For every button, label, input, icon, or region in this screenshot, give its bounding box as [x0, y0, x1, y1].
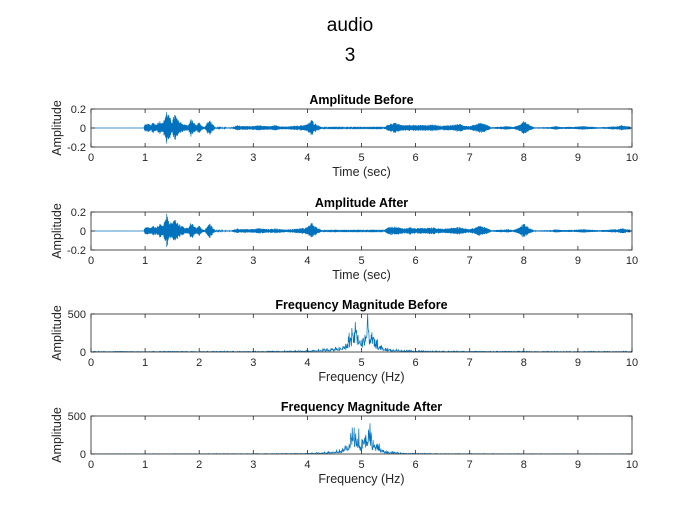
x-tick-label: 6: [413, 255, 419, 267]
x-tick-label: 1: [142, 459, 148, 471]
x-tick-label: 5: [358, 459, 364, 471]
x-tick-label: 1: [142, 357, 148, 369]
y-tick-label: 0: [80, 449, 86, 461]
x-tick-label: 2: [196, 357, 202, 369]
x-tick-label: 3: [250, 459, 256, 471]
x-tick-label: 5: [358, 357, 364, 369]
x-axis-label: Frequency (Hz): [318, 472, 404, 486]
x-tick-label: 2: [196, 152, 202, 164]
x-tick-label: 0: [88, 459, 94, 471]
y-axis-label: Amplitude: [50, 203, 64, 259]
x-tick-label: 8: [521, 357, 527, 369]
x-tick-label: 9: [575, 459, 581, 471]
x-tick-label: 4: [304, 152, 310, 164]
x-tick-label: 6: [413, 152, 419, 164]
subplot-title: Frequency Magnitude After: [281, 400, 442, 414]
y-tick-label: -0.2: [67, 142, 86, 154]
y-tick-label: 500: [68, 411, 86, 423]
subplot-title: Frequency Magnitude Before: [275, 298, 447, 312]
x-tick-label: 9: [575, 255, 581, 267]
x-tick-label: 0: [88, 255, 94, 267]
x-tick-label: 1: [142, 255, 148, 267]
x-tick-label: 3: [250, 255, 256, 267]
subplot-3: 0 1 2 3 4 5 6 7 8 9 10 500 0 Frequency Magnitude Befo…: [50, 298, 638, 384]
series-line: [91, 213, 632, 248]
subplot-title: Amplitude After: [315, 196, 408, 210]
x-tick-label: 2: [196, 459, 202, 471]
x-tick-label: 9: [575, 357, 581, 369]
x-tick-label: 5: [358, 152, 364, 164]
x-tick-label: 7: [467, 152, 473, 164]
x-tick-label: 4: [304, 357, 310, 369]
x-tick-label: 4: [304, 459, 310, 471]
x-tick-label: 4: [304, 255, 310, 267]
x-axis-label: Time (sec): [332, 268, 391, 282]
x-tick-label: 6: [413, 357, 419, 369]
figure-title-line-1: audio: [327, 15, 374, 36]
x-tick-label: 2: [196, 255, 202, 267]
y-tick-label: 0: [80, 347, 86, 359]
subplot-title: Amplitude Before: [309, 93, 413, 107]
figure-title-line-2: 3: [345, 45, 356, 66]
y-tick-label: -0.2: [67, 245, 86, 257]
x-tick-label: 10: [626, 255, 638, 267]
x-tick-label: 6: [413, 459, 419, 471]
subplot-4: 0 1 2 3 4 5 6 7 8 9 10 500 0 Frequency Magnitude Afte…: [50, 400, 638, 486]
x-tick-label: 7: [467, 255, 473, 267]
x-tick-label: 7: [467, 459, 473, 471]
x-tick-label: 8: [521, 255, 527, 267]
x-tick-label: 5: [358, 255, 364, 267]
x-tick-label: 8: [521, 152, 527, 164]
x-axis-label: Time (sec): [332, 165, 391, 179]
series-line: [91, 111, 632, 144]
y-axis-label: Amplitude: [50, 305, 64, 361]
x-tick-label: 0: [88, 357, 94, 369]
y-axis-label: Amplitude: [50, 100, 64, 156]
x-tick-label: 8: [521, 459, 527, 471]
y-tick-label: 0: [80, 123, 86, 135]
y-axis-label: Amplitude: [50, 407, 64, 463]
x-axis-label: Frequency (Hz): [318, 370, 404, 384]
x-tick-label: 10: [626, 459, 638, 471]
x-tick-label: 10: [626, 357, 638, 369]
y-tick-label: 0.2: [71, 207, 86, 219]
x-tick-label: 3: [250, 357, 256, 369]
x-tick-label: 0: [88, 152, 94, 164]
x-tick-label: 7: [467, 357, 473, 369]
y-tick-label: 0: [80, 226, 86, 238]
x-tick-label: 3: [250, 152, 256, 164]
x-tick-label: 10: [626, 152, 638, 164]
y-tick-label: 500: [68, 309, 86, 321]
x-tick-label: 9: [575, 152, 581, 164]
y-tick-label: 0.2: [71, 104, 86, 116]
x-tick-label: 1: [142, 152, 148, 164]
